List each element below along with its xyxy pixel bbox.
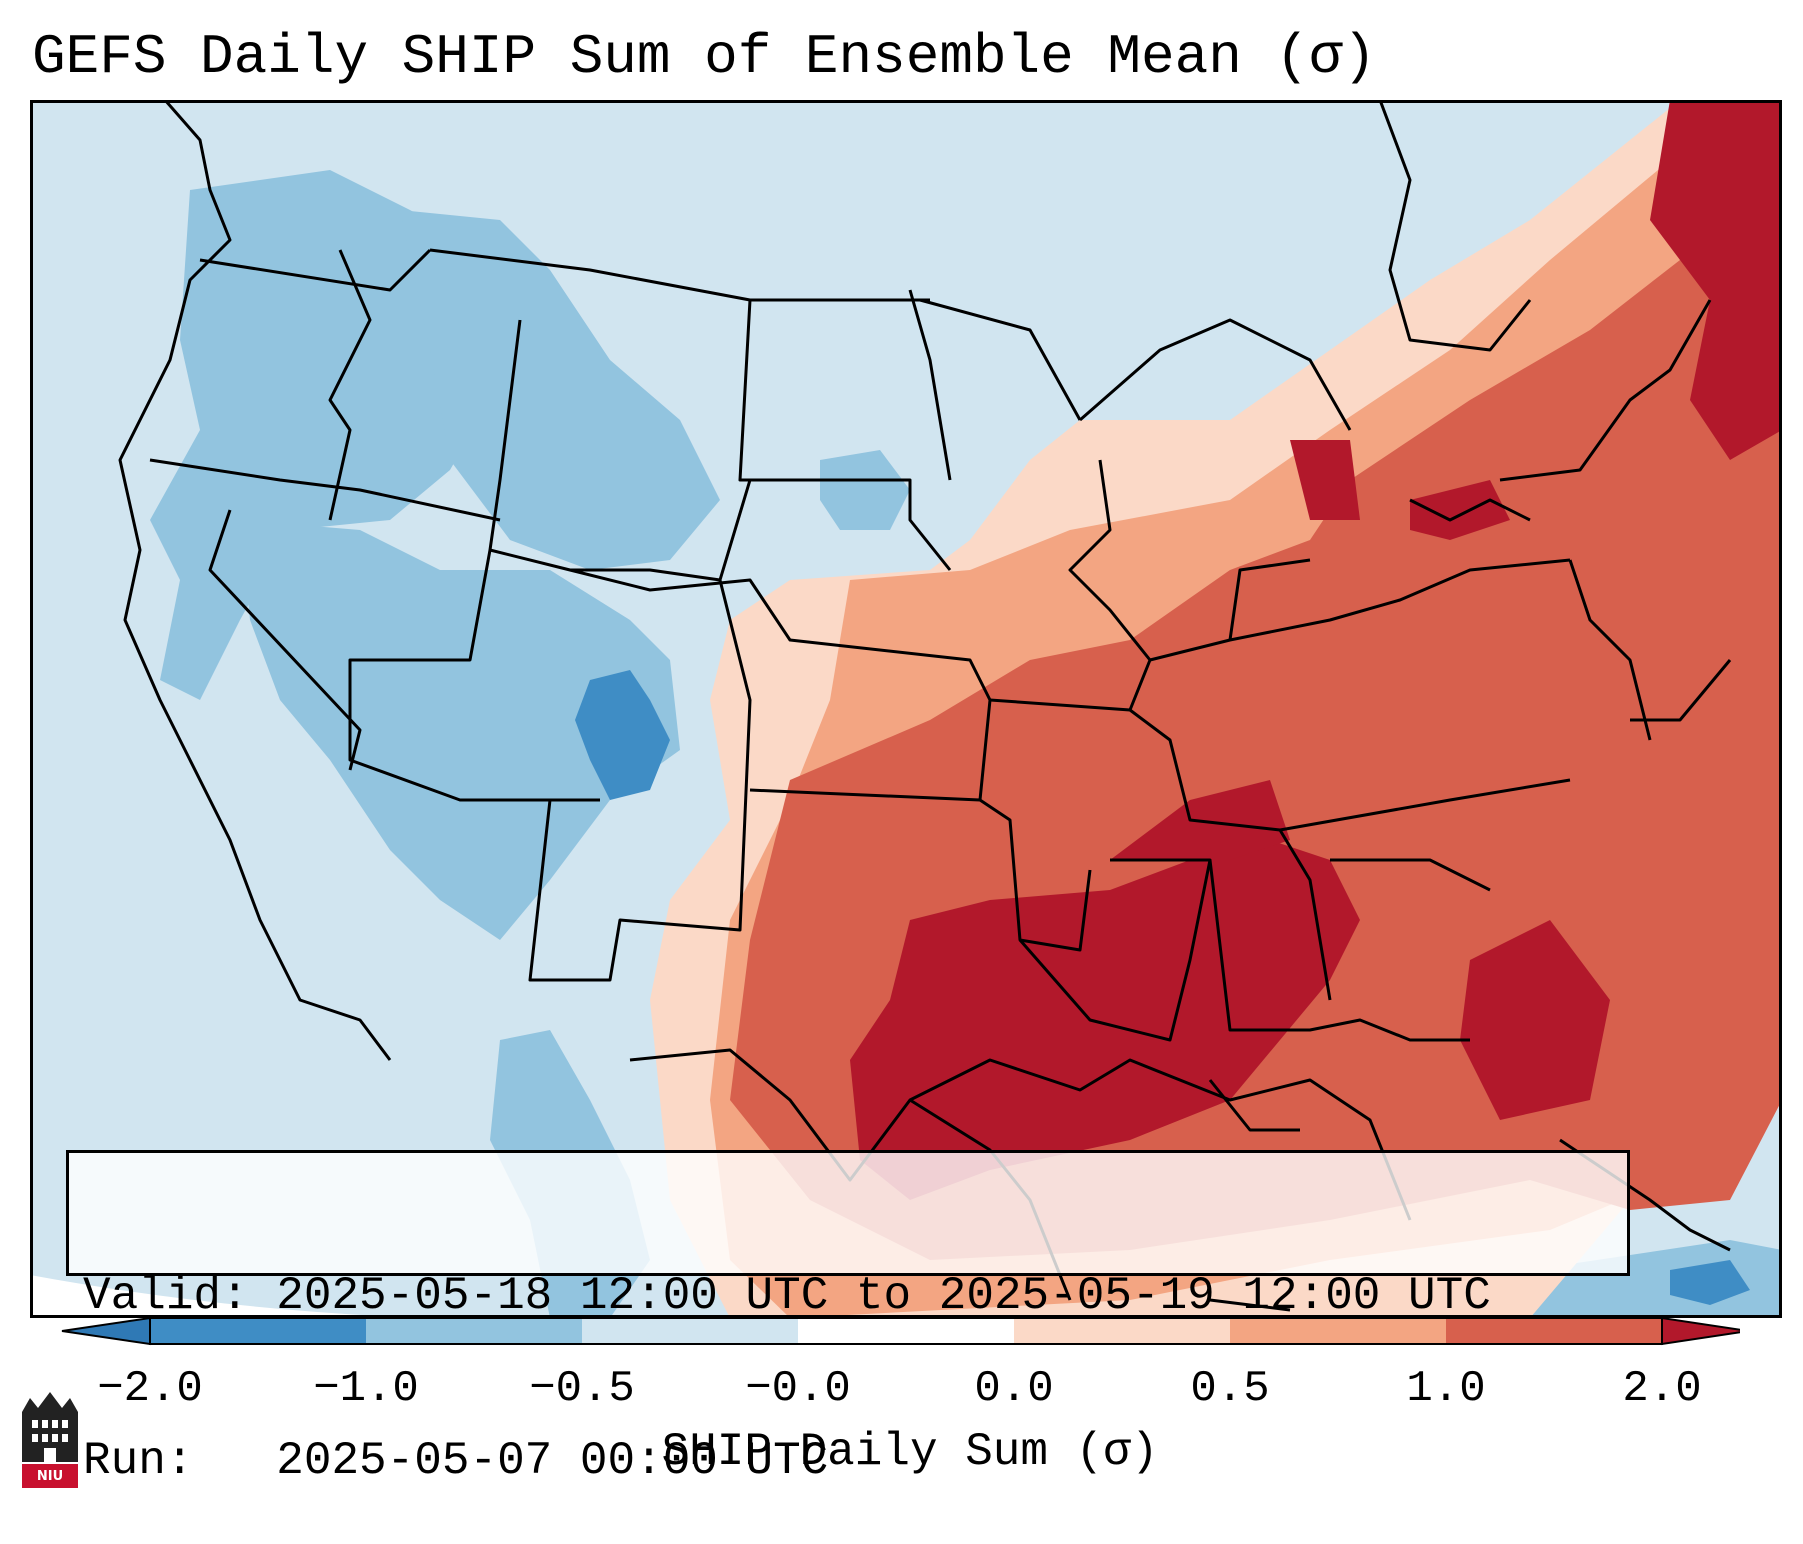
colorbar-tick-1: −1.0 [313, 1364, 419, 1414]
page-title: GEFS Daily SHIP Sum of Ensemble Mean (σ) [32, 25, 1377, 89]
field-blue-core-colorado [575, 670, 670, 800]
colorbar-segment-5 [1230, 1318, 1446, 1344]
colorbar-tick-4: 0.0 [974, 1364, 1054, 1414]
field-red-dark-ontario [1410, 480, 1510, 540]
colorbar-under-arrow [61, 1316, 151, 1346]
field-red-dark-south [850, 840, 1360, 1200]
colorbar-frame [149, 1317, 1663, 1345]
validity-info-box: Valid: 2025-05-18 12:00 UTC to 2025-05-1… [66, 1150, 1630, 1487]
colorbar-tick-3: −0.0 [745, 1364, 851, 1414]
run-time-text: Run: 2025-05-07 00:00 UTC [83, 1435, 829, 1487]
colorbar [61, 1316, 1740, 1346]
field-red-dark-atlantic [1460, 920, 1610, 1120]
field-blue-core-cuba [1670, 1260, 1750, 1305]
map-frame [30, 100, 1782, 1318]
colorbar-tick-2: −0.5 [529, 1364, 635, 1414]
colorbar-segment-2 [582, 1318, 798, 1344]
colorbar-segment-4 [1014, 1318, 1230, 1344]
colorbar-label: SHIP Daily Sum (σ) [661, 1426, 1159, 1478]
colorbar-over-arrow [1661, 1316, 1740, 1346]
colorbar-tick-7: 2.0 [1622, 1364, 1702, 1414]
valid-time-text: Valid: 2025-05-18 12:00 UTC to 2025-05-1… [83, 1270, 1491, 1322]
logo-text: NIU [36, 1469, 64, 1484]
niu-logo: NIU [18, 1390, 82, 1490]
field-blue-greatbasin [240, 520, 680, 940]
field-blue-dakota [820, 450, 910, 530]
colorbar-tick-5: 0.5 [1190, 1364, 1270, 1414]
colorbar-segment-1 [366, 1318, 582, 1344]
colorbar-segment-0 [150, 1318, 366, 1344]
ship-anomaly-map [30, 100, 1782, 1318]
boundary-lines [118, 100, 1732, 1312]
field-blue-rockies [400, 210, 720, 570]
colorbar-tick-0: −2.0 [97, 1364, 203, 1414]
projection-edge [30, 1275, 650, 1318]
field-red-dark-newengland [1650, 100, 1782, 460]
field-red-dark-michigan [1290, 440, 1360, 520]
field-blue-northwest [150, 170, 490, 700]
colorbar-segment-6 [1446, 1318, 1662, 1344]
colorbar-segment-3 [798, 1318, 1014, 1344]
colorbar-tick-6: 1.0 [1406, 1364, 1486, 1414]
